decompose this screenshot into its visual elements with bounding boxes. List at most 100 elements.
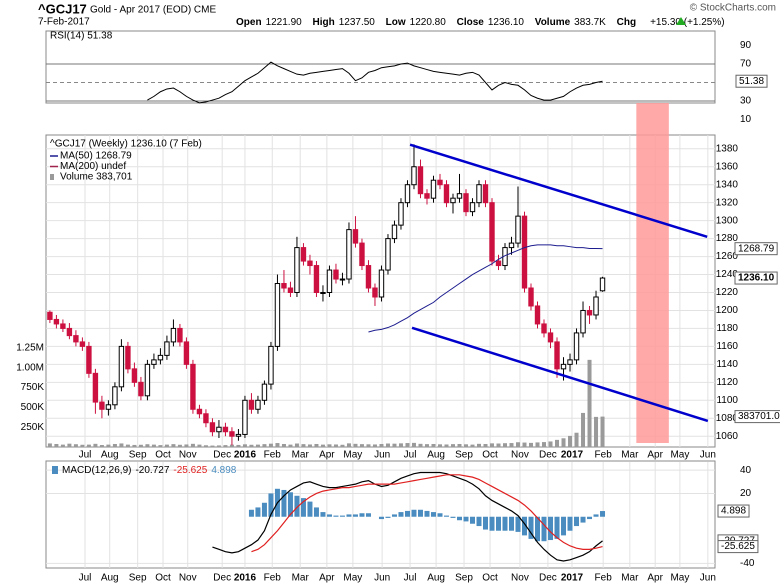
histogram-bar bbox=[528, 516, 534, 539]
last-value-label-text: 1236.10 bbox=[738, 273, 775, 284]
panel-title-name: MACD(12,26,9) bbox=[62, 465, 131, 476]
candle-body bbox=[430, 179, 437, 199]
last-value-label-box bbox=[734, 242, 778, 256]
histogram-bar bbox=[339, 515, 345, 517]
candle-body bbox=[372, 287, 378, 298]
histogram-bar bbox=[443, 515, 449, 517]
volume-bar bbox=[132, 444, 137, 447]
x-tick-label: 2016 bbox=[234, 573, 257, 584]
histogram-bar bbox=[346, 514, 352, 517]
volume-bar bbox=[164, 444, 169, 447]
x-tick-label: May bbox=[343, 450, 362, 461]
candle-body bbox=[547, 332, 554, 343]
volume-bar bbox=[418, 443, 423, 447]
volume-bar bbox=[190, 443, 195, 447]
candle-body bbox=[118, 345, 125, 388]
last-value-label: 1268.79 bbox=[734, 242, 778, 256]
x-tick-label: Mar bbox=[292, 573, 310, 584]
histogram-bar bbox=[404, 510, 410, 517]
candle-body bbox=[404, 184, 411, 204]
candle-body bbox=[248, 399, 255, 410]
x-tick-label: Jul bbox=[79, 573, 92, 584]
last-value-label-text: 51.38 bbox=[739, 76, 764, 87]
histogram-bar bbox=[509, 516, 515, 531]
x-tick-label: Oct bbox=[482, 450, 498, 461]
volume-bar bbox=[483, 443, 488, 447]
x-tick-label: 2016 bbox=[234, 450, 257, 461]
volume-bar bbox=[119, 443, 124, 447]
volume-bar bbox=[210, 445, 215, 447]
last-value-label-box bbox=[734, 271, 778, 285]
y-tick-label: 1200 bbox=[716, 305, 739, 316]
volume-bar bbox=[288, 444, 293, 447]
candle-body bbox=[157, 354, 164, 361]
candle-body bbox=[482, 184, 489, 204]
y-tick-label: 1380 bbox=[716, 143, 739, 154]
candle-body bbox=[86, 345, 92, 374]
candle-body bbox=[53, 318, 60, 325]
y2-tick-label: 500K bbox=[21, 402, 45, 413]
x-tick-label: Nov bbox=[179, 573, 197, 584]
quote-value: 383.7K bbox=[574, 17, 606, 28]
change-arrow bbox=[676, 17, 686, 25]
volume-bar bbox=[548, 441, 553, 447]
volume-bar bbox=[561, 438, 566, 447]
histogram-bar bbox=[294, 495, 300, 517]
quote-value: 1220.80 bbox=[410, 17, 447, 28]
volume-bar bbox=[568, 435, 573, 447]
histogram-bar bbox=[365, 513, 371, 517]
candle-body bbox=[164, 341, 170, 356]
candle-body bbox=[177, 327, 183, 343]
candle-body bbox=[411, 166, 417, 186]
y-tick-label: 10 bbox=[740, 114, 752, 125]
candle-body bbox=[593, 296, 599, 316]
histogram-bar bbox=[424, 510, 430, 517]
volume-bar bbox=[379, 443, 384, 447]
volume-bar bbox=[581, 412, 586, 447]
volume-bar bbox=[431, 443, 436, 447]
volume-bar bbox=[392, 443, 397, 447]
candle-body bbox=[469, 202, 476, 213]
macd-panel bbox=[45, 460, 716, 569]
trend-line bbox=[411, 326, 709, 423]
x-tick-label: Nov bbox=[511, 573, 529, 584]
x-tick-label: Oct bbox=[155, 450, 171, 461]
x-tick-label: Sep bbox=[455, 450, 473, 461]
last-value-label: 51.38 bbox=[735, 74, 768, 88]
volume-bar bbox=[444, 444, 449, 447]
histogram-bar bbox=[469, 516, 475, 524]
quote-label: Close bbox=[457, 17, 485, 28]
quote-label: Volume bbox=[535, 17, 571, 28]
panel-title: MACD(12,26,9) -20.727 -25.625 4.898 bbox=[62, 465, 237, 476]
quote-value: 1221.90 bbox=[266, 17, 303, 28]
y2-tick-label: 1.25M bbox=[16, 343, 44, 354]
volume-bar bbox=[125, 444, 130, 447]
histogram-bar bbox=[522, 516, 528, 536]
candle-body bbox=[190, 363, 196, 410]
x-tick-label: Apr bbox=[647, 450, 663, 461]
candle-body bbox=[125, 345, 131, 370]
volume-bar bbox=[268, 443, 273, 447]
histogram-bar bbox=[489, 516, 495, 531]
volume-bar bbox=[535, 442, 540, 447]
candle-body bbox=[333, 269, 339, 280]
candle-body bbox=[255, 399, 261, 410]
candle-body bbox=[170, 327, 177, 343]
quote-value: +15.30 (+1.25%) bbox=[650, 17, 725, 28]
y-tick-label: 20 bbox=[740, 488, 752, 499]
highlight-zone bbox=[636, 103, 669, 443]
histogram-bar bbox=[535, 516, 541, 542]
volume-bar bbox=[529, 442, 534, 447]
histogram-bar bbox=[326, 514, 332, 517]
x-tick-label: Apr bbox=[319, 450, 335, 461]
volume-bar bbox=[555, 439, 560, 447]
histogram-bar bbox=[437, 513, 443, 517]
legend-label: 4.898 bbox=[211, 465, 236, 476]
volume-bar bbox=[450, 444, 455, 447]
candle-body bbox=[203, 413, 209, 424]
x-tick-label: Oct bbox=[482, 573, 498, 584]
candle-body bbox=[463, 193, 469, 213]
x-tick-label: Apr bbox=[647, 573, 663, 584]
volume-bar bbox=[275, 443, 280, 447]
volume-bar bbox=[457, 443, 462, 447]
